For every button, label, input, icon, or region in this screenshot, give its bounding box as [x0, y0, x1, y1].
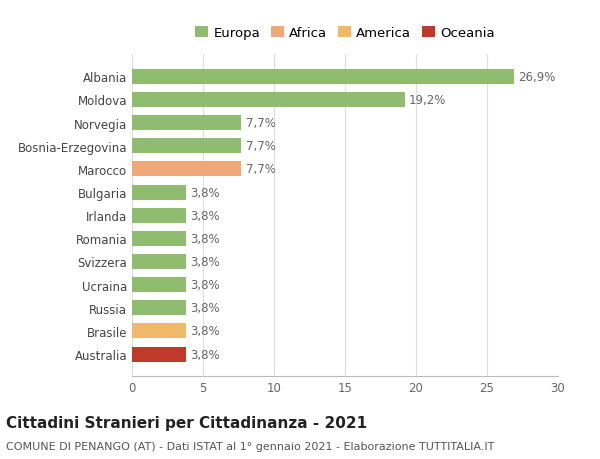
Bar	[132, 185, 186, 200]
Text: 3,8%: 3,8%	[190, 232, 220, 245]
Bar	[132, 254, 186, 269]
Text: COMUNE DI PENANGO (AT) - Dati ISTAT al 1° gennaio 2021 - Elaborazione TUTTITALIA: COMUNE DI PENANGO (AT) - Dati ISTAT al 1…	[6, 441, 494, 451]
Text: 3,8%: 3,8%	[190, 279, 220, 291]
Bar	[132, 139, 241, 154]
Bar	[132, 301, 186, 316]
Text: Cittadini Stranieri per Cittadinanza - 2021: Cittadini Stranieri per Cittadinanza - 2…	[6, 415, 367, 431]
Text: 7,7%: 7,7%	[245, 140, 275, 153]
Bar	[132, 70, 514, 85]
Text: 3,8%: 3,8%	[190, 302, 220, 314]
Text: 3,8%: 3,8%	[190, 255, 220, 269]
Legend: Europa, Africa, America, Oceania: Europa, Africa, America, Oceania	[191, 23, 499, 44]
Bar	[132, 93, 404, 108]
Text: 3,8%: 3,8%	[190, 186, 220, 199]
Text: 3,8%: 3,8%	[190, 209, 220, 222]
Bar	[132, 208, 186, 223]
Bar	[132, 231, 186, 246]
Text: 7,7%: 7,7%	[245, 163, 275, 176]
Text: 3,8%: 3,8%	[190, 325, 220, 338]
Bar	[132, 116, 241, 131]
Bar	[132, 278, 186, 292]
Text: 7,7%: 7,7%	[245, 117, 275, 130]
Text: 19,2%: 19,2%	[409, 94, 446, 107]
Text: 3,8%: 3,8%	[190, 348, 220, 361]
Bar	[132, 324, 186, 339]
Bar	[132, 162, 241, 177]
Text: 26,9%: 26,9%	[518, 71, 556, 84]
Bar	[132, 347, 186, 362]
